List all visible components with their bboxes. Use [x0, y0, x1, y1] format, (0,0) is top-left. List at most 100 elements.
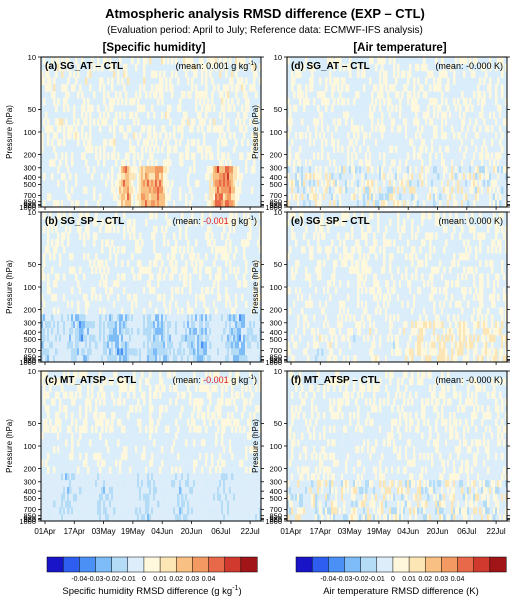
y-tick-label: 1000	[265, 358, 282, 367]
y-tick-label: 925	[23, 355, 36, 364]
y-tick-label: 10	[274, 367, 282, 376]
y-tick-label: 400	[23, 173, 36, 182]
colorbar-tick-label: 0.01	[153, 576, 167, 583]
colorbar-swatch	[311, 556, 329, 573]
y-tick-label: 10	[274, 208, 282, 217]
colorbar-tick-label: 0.03	[186, 576, 200, 583]
y-tick-label: 950	[23, 356, 36, 365]
panel-title: (a) SG_AT – CTL	[45, 61, 123, 72]
y-tick-label: 500	[23, 494, 36, 503]
y-tick-label: 200	[23, 305, 36, 314]
y-tick-label: 925	[269, 355, 282, 364]
y-tick-label: 10	[274, 53, 282, 62]
y-tick-label: 500	[23, 335, 36, 344]
y-tick-label: 300	[23, 319, 36, 328]
y-axis-label: Pressure (hPa)	[5, 419, 14, 473]
colorbar-tick-label: 0	[391, 576, 395, 583]
y-tick-label: 1000	[19, 358, 36, 367]
y-tick-label: 50	[28, 105, 36, 114]
y-tick-label: 850	[23, 512, 36, 521]
x-tick-label: 17Apr	[64, 527, 86, 536]
colorbar-swatch	[295, 556, 313, 573]
y-tick-label: 100	[269, 442, 282, 451]
colorbar-swatch	[95, 556, 113, 573]
y-tick-label: 500	[269, 335, 282, 344]
y-tick-label: 400	[23, 328, 36, 337]
y-tick-label: 1000	[265, 203, 282, 212]
colorbar-swatch	[111, 556, 129, 573]
y-tick-label: 50	[274, 105, 282, 114]
y-tick-label: 400	[269, 173, 282, 182]
panel-mean: (mean: -0.000 K)	[435, 61, 503, 71]
y-tick-label: 500	[23, 180, 36, 189]
colorbar-label: Specific humidity RMSD difference (g kg-…	[62, 585, 241, 597]
y-tick-label: 50	[274, 419, 282, 428]
y-tick-label: 200	[23, 464, 36, 473]
y-tick-label: 850	[269, 353, 282, 362]
x-tick-label: 03May	[338, 527, 362, 536]
panel-title: (e) SG_SP – CTL	[291, 216, 370, 227]
y-tick-label: 300	[269, 319, 282, 328]
y-axis-label: Pressure (hPa)	[5, 105, 14, 159]
colorbar-tick-label: -0.03	[336, 576, 352, 583]
y-tick-label: 10	[28, 367, 36, 376]
y-tick-label: 50	[28, 260, 36, 269]
panel-title: (d) SG_AT – CTL	[291, 61, 370, 72]
y-tick-label: 850	[23, 353, 36, 362]
x-tick-label: 22Jul	[241, 527, 260, 536]
y-tick-label: 700	[23, 191, 36, 200]
colorbar-swatch	[79, 556, 97, 573]
y-tick-label: 200	[269, 305, 282, 314]
y-tick-label: 400	[269, 487, 282, 496]
colorbar-swatch	[457, 556, 475, 573]
colorbar-swatch	[489, 556, 507, 573]
y-tick-label: 10	[28, 208, 36, 217]
y-tick-label: 1000	[19, 203, 36, 212]
y-tick-label: 400	[269, 328, 282, 337]
x-tick-label: 06Jul	[457, 527, 476, 536]
y-axis-label: Pressure (hPa)	[251, 419, 260, 473]
x-tick-label: 20Jun	[427, 527, 449, 536]
y-tick-label: 700	[269, 505, 282, 514]
colorbar-swatch	[376, 556, 394, 573]
colorbar-swatch	[328, 556, 346, 573]
y-tick-label: 700	[23, 346, 36, 355]
x-tick-label: 01Apr	[34, 527, 56, 536]
y-tick-label: 700	[269, 346, 282, 355]
colorbar-tick-label: -0.03	[87, 576, 103, 583]
x-tick-label: 19May	[121, 527, 145, 536]
y-tick-label: 950	[23, 515, 36, 524]
y-axis-label: Pressure (hPa)	[5, 260, 14, 314]
y-tick-label: 300	[269, 164, 282, 173]
y-tick-label: 950	[269, 515, 282, 524]
heatmap-cells	[41, 212, 261, 362]
y-tick-label: 50	[28, 419, 36, 428]
colorbar-swatch	[344, 556, 362, 573]
y-tick-label: 500	[269, 180, 282, 189]
colorbar-tick-label: 0.02	[169, 576, 183, 583]
y-tick-label: 100	[269, 128, 282, 137]
x-tick-label: 04Jun	[397, 527, 419, 536]
colorbar-tick-label: -0.02	[104, 576, 120, 583]
y-tick-label: 925	[269, 514, 282, 523]
y-tick-label: 500	[269, 494, 282, 503]
x-tick-label: 04Jun	[151, 527, 173, 536]
colorbar-tick-label: 0.01	[402, 576, 416, 583]
x-axes: 01Apr 17Apr 03May 19May 04Jun 20Jun 06Jul 22Jul…	[34, 527, 506, 536]
y-tick-label: 850	[269, 512, 282, 521]
panel-mean: (mean: 0.000 K)	[438, 216, 503, 226]
panel-mean: (mean: -0.001 g kg-1)	[173, 215, 257, 226]
y-tick-label: 300	[269, 478, 282, 487]
heatmap-cells	[41, 371, 261, 521]
panel-mean: (mean: -0.001 g kg-1)	[173, 374, 257, 385]
colorbars: -0.04 -0.03 -0.02 -0.01 0 0.01 0.02 0.03 0.04Spe…	[46, 556, 507, 597]
y-tick-label: 100	[23, 283, 36, 292]
y-tick-label: 700	[269, 191, 282, 200]
